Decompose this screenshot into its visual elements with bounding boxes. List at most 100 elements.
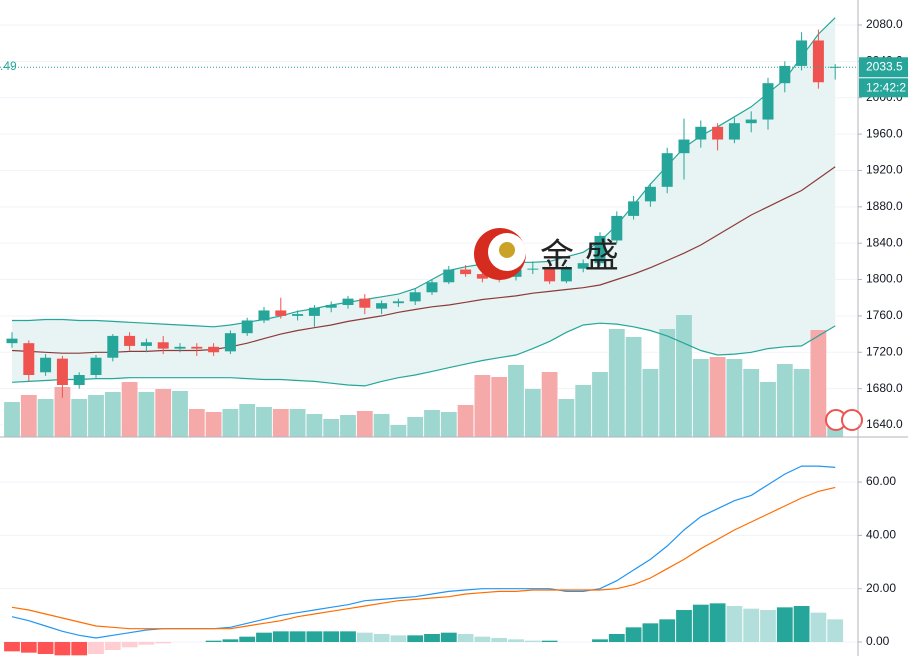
- candle-body: [191, 346, 203, 349]
- band-middle: [11, 166, 836, 354]
- y-tick-label: 1680.0: [866, 381, 903, 395]
- volume-bar: [104, 392, 121, 437]
- candle-body: [712, 126, 724, 140]
- candle-body: [23, 343, 35, 375]
- macd-hist: [608, 634, 625, 643]
- candle-body: [40, 357, 52, 373]
- macd-hist: [272, 631, 289, 643]
- candle-body: [476, 274, 488, 279]
- macd-hist: [407, 635, 424, 643]
- candle-body: [124, 335, 136, 346]
- macd-hist: [541, 640, 558, 643]
- macd-hist: [642, 623, 659, 643]
- macd-hist: [692, 604, 709, 643]
- candle-body: [359, 298, 371, 308]
- volume-bar: [155, 389, 172, 437]
- macd-hist: [37, 642, 54, 655]
- macd-hist: [20, 642, 37, 653]
- macd-hist: [524, 640, 541, 643]
- volume-bar: [541, 372, 558, 437]
- volume-bar: [558, 399, 575, 437]
- candle-body: [90, 357, 102, 375]
- candle-body: [695, 126, 707, 140]
- macd-hist: [743, 608, 760, 643]
- candle-body: [812, 40, 824, 83]
- candle-body: [292, 314, 304, 316]
- candle-body: [577, 263, 589, 269]
- countdown-box: [859, 78, 908, 98]
- event-icon[interactable]: [841, 409, 863, 431]
- volume-bar: [474, 375, 491, 437]
- y-tick-label: 1960.0: [866, 126, 903, 140]
- macd-hist: [827, 619, 844, 643]
- volume-bar: [424, 410, 440, 437]
- candle-body: [426, 282, 438, 293]
- candle-body: [796, 40, 808, 66]
- volume-bar: [373, 414, 390, 437]
- macd-hist: [810, 612, 827, 643]
- watermark-text: 金 盛: [540, 237, 619, 277]
- candle-body: [174, 346, 186, 349]
- volume-bar: [356, 411, 373, 437]
- volume-bar: [289, 409, 306, 437]
- candle-body: [56, 358, 68, 385]
- macd-hist: [205, 640, 222, 643]
- y-tick-label: 20.00: [866, 581, 896, 595]
- volume-bar: [222, 409, 239, 437]
- macd-hist: [4, 642, 20, 652]
- candle-body: [594, 235, 606, 264]
- macd-hist: [121, 642, 138, 648]
- candle-body: [308, 307, 320, 316]
- volume-bar: [743, 369, 760, 437]
- macd-hist: [88, 642, 104, 655]
- volume-bar: [188, 409, 205, 437]
- candle-body: [544, 268, 556, 282]
- candle-body: [779, 65, 791, 84]
- macd-hist: [256, 632, 272, 643]
- volume-bar: [508, 365, 524, 437]
- volume-bar: [407, 417, 424, 437]
- macd-hist: [625, 627, 642, 643]
- candle-body: [241, 320, 253, 334]
- macd-hist: [474, 636, 491, 643]
- volume-bar: [676, 315, 692, 437]
- volume-bar: [440, 412, 457, 437]
- candle-body: [460, 269, 472, 275]
- volume-bar: [323, 419, 340, 437]
- volume-bar: [793, 369, 810, 437]
- macd-hist: [340, 631, 356, 643]
- volume-bar: [138, 392, 155, 437]
- candle-body: [560, 268, 572, 282]
- volume-bar: [776, 364, 793, 437]
- volume-bar: [575, 385, 592, 437]
- macd-line: [11, 465, 836, 639]
- volume-bar: [4, 402, 20, 437]
- macd-hist: [726, 606, 743, 643]
- macd-hist: [676, 610, 692, 643]
- macd-hist: [709, 603, 726, 643]
- volume-bar: [340, 415, 356, 437]
- volume-bar: [239, 404, 256, 437]
- candle-body: [73, 375, 85, 385]
- macd-hist: [592, 639, 608, 643]
- y-tick-label: 1760.0: [866, 308, 903, 322]
- volume-bar: [20, 395, 37, 437]
- candle-body: [376, 303, 388, 309]
- volume-bar: [625, 337, 642, 437]
- volume-bar: [827, 427, 844, 437]
- volume-bar: [71, 399, 88, 437]
- candle-body: [611, 215, 623, 241]
- volume-bar: [524, 389, 541, 437]
- macd-hist: [793, 606, 810, 643]
- candle-body: [224, 333, 236, 352]
- y-tick-label: 1720.0: [866, 344, 903, 358]
- candle-body: [762, 83, 774, 120]
- macd-hist: [659, 619, 676, 643]
- candle-body: [6, 338, 18, 344]
- watermark: 金 盛: [474, 228, 619, 280]
- volume-bar: [692, 359, 709, 437]
- macd-hist: [71, 642, 88, 656]
- macd-hist: [289, 631, 306, 643]
- y-tick-label: 0.00: [866, 634, 890, 648]
